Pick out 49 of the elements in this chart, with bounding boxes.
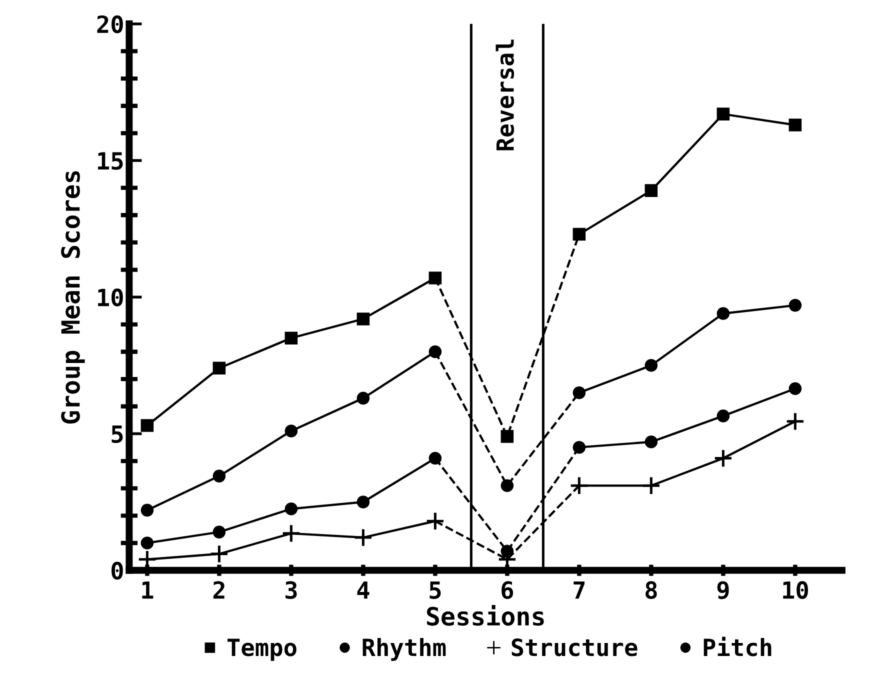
legend-label: Rhythm xyxy=(362,638,446,661)
legend-label: Pitch xyxy=(704,636,772,656)
point xyxy=(644,184,658,197)
point xyxy=(140,504,154,517)
y-tick-label: 0 xyxy=(112,562,123,580)
point xyxy=(716,307,730,320)
point xyxy=(716,108,730,120)
x-tick-label: 6 xyxy=(502,581,514,600)
point xyxy=(212,470,226,482)
point xyxy=(644,436,658,448)
x-tick-label: 2 xyxy=(213,581,224,599)
point xyxy=(212,362,226,375)
x-tick-label: 7 xyxy=(574,581,585,599)
annotation: Reversal xyxy=(496,40,514,150)
point xyxy=(642,476,661,496)
x-tick-label: 10 xyxy=(783,581,808,599)
x-tick-label: 5 xyxy=(430,581,441,599)
point xyxy=(356,312,370,326)
point xyxy=(786,412,805,431)
y-axis-title: Group Mean Scores xyxy=(61,171,85,424)
x-tick-label: 8 xyxy=(646,581,657,599)
x-tick-label: 3 xyxy=(286,581,297,599)
point xyxy=(788,118,802,132)
y-tick-label: 15 xyxy=(98,152,123,170)
point xyxy=(212,526,226,538)
point xyxy=(356,496,370,508)
legend-label: Tempo xyxy=(227,638,296,661)
point xyxy=(140,419,154,432)
point xyxy=(284,332,298,344)
x-tick-label: 9 xyxy=(717,581,729,600)
point xyxy=(356,392,370,405)
point xyxy=(284,424,298,438)
x-tick-label: 4 xyxy=(357,581,370,599)
point xyxy=(788,298,802,312)
y-tick-label: 10 xyxy=(98,288,123,306)
legend-label: Structure xyxy=(512,638,638,656)
point xyxy=(644,359,658,372)
point xyxy=(210,544,229,564)
point xyxy=(284,502,298,516)
point xyxy=(788,382,802,396)
x-axis-title: Sessions xyxy=(426,605,544,626)
point xyxy=(716,410,730,422)
y-tick-label: 5 xyxy=(112,425,123,444)
y-tick-label: 20 xyxy=(97,15,123,34)
point xyxy=(282,524,301,544)
point xyxy=(140,536,154,550)
point xyxy=(354,528,373,548)
point xyxy=(714,448,733,468)
x-tick-label: 1 xyxy=(142,581,154,599)
